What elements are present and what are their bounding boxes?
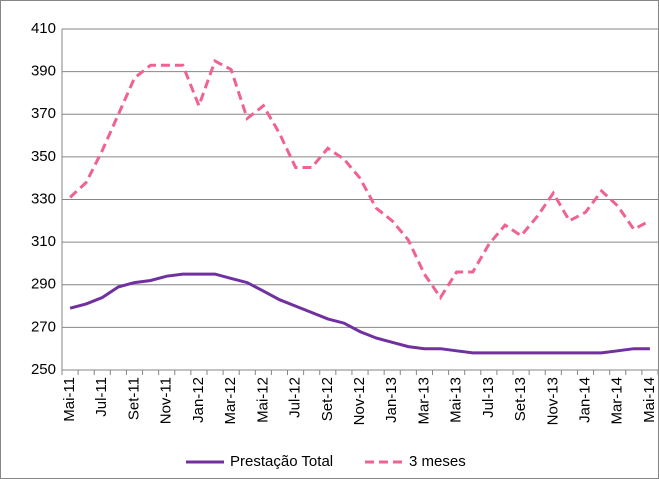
line-series [69, 272, 650, 355]
legend-label: Prestação Total [230, 453, 333, 470]
y-tick-label: 370 [31, 105, 56, 122]
y-tick-label: 410 [31, 20, 56, 37]
y-tick-label: 310 [31, 233, 56, 250]
x-tick-label: Jan-13 [383, 377, 400, 423]
x-tick-label: Jan-12 [190, 377, 207, 423]
x-tick-label: Mai-13 [448, 377, 465, 423]
x-tick-label: Nov-13 [544, 377, 561, 425]
x-tick-label: Mar-14 [609, 377, 626, 425]
x-tick-label: Set-13 [512, 377, 529, 421]
x-tick-label: Jul-12 [287, 377, 304, 418]
x-tick-label: Mar-13 [415, 377, 432, 425]
y-tick-label: 390 [31, 63, 56, 80]
legend-label: 3 meses [409, 453, 466, 470]
x-tick-label: Jul-13 [480, 377, 497, 418]
x-tick-label: Mai-11 [61, 377, 78, 422]
x-tick-label: Jul-11 [93, 377, 110, 417]
x-tick-label: Mai-14 [641, 377, 658, 423]
x-tick-label: Nov-11 [158, 377, 175, 424]
y-tick-label: 330 [31, 190, 56, 207]
y-tick-label: 290 [31, 276, 56, 293]
y-tick-label: 350 [31, 148, 56, 165]
x-tick-label: Set-11 [125, 377, 142, 420]
x-tick-label: Jan-14 [576, 377, 593, 423]
x-tick-label: Set-12 [319, 377, 336, 421]
x-tick-label: Mar-12 [222, 377, 239, 425]
x-tick-label: Mai-12 [254, 377, 271, 423]
line-series [69, 58, 651, 301]
y-tick-label: 250 [31, 361, 56, 378]
y-tick-label: 270 [31, 318, 56, 335]
x-tick-label: Nov-12 [351, 377, 368, 425]
